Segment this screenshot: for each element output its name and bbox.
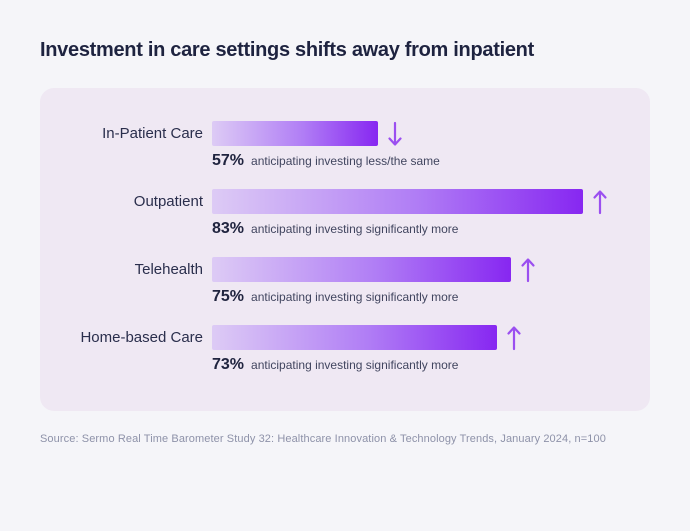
row-label: In-Patient Care bbox=[102, 125, 203, 142]
bar-row: In-Patient Care 57% anticipating investin… bbox=[40, 121, 650, 169]
bar-row: Telehealth 75% anticipating investing sig… bbox=[40, 257, 650, 305]
row-label: Home-based Care bbox=[80, 329, 203, 346]
chart-card: In-Patient Care 57% anticipating investin… bbox=[40, 88, 650, 411]
bar bbox=[212, 257, 511, 282]
bar-line bbox=[212, 189, 650, 214]
caption-text: anticipating investing less/the same bbox=[251, 154, 440, 168]
bar-zone: 83% anticipating investing significantly … bbox=[212, 189, 650, 237]
percent-value: 75% bbox=[212, 288, 245, 305]
bar-row: Home-based Care 73% anticipating investin… bbox=[40, 325, 650, 373]
trend-down-icon bbox=[388, 121, 402, 146]
percent-value: 73% bbox=[212, 356, 245, 373]
source-note: Source: Sermo Real Time Barometer Study … bbox=[40, 433, 606, 445]
trend-up-icon bbox=[507, 325, 521, 350]
bar-line bbox=[212, 257, 650, 282]
percent-value: 83% bbox=[212, 220, 245, 237]
trend-up-icon bbox=[593, 189, 607, 214]
caption-text: anticipating investing significantly mor… bbox=[251, 222, 459, 236]
bar-zone: 75% anticipating investing significantly … bbox=[212, 257, 650, 305]
row-label: Telehealth bbox=[134, 261, 203, 278]
bar-line bbox=[212, 325, 650, 350]
bar-caption: 57% anticipating investing less/the same bbox=[212, 153, 650, 169]
caption-text: anticipating investing significantly mor… bbox=[251, 358, 459, 372]
percent-value: 57% bbox=[212, 152, 245, 169]
bar-line bbox=[212, 121, 650, 146]
row-label: Outpatient bbox=[133, 193, 203, 210]
bar-zone: 57% anticipating investing less/the same bbox=[212, 121, 650, 169]
caption-text: anticipating investing significantly mor… bbox=[251, 290, 459, 304]
bar bbox=[212, 121, 378, 146]
page-title: Investment in care settings shifts away … bbox=[40, 39, 534, 61]
bar-caption: 75% anticipating investing significantly … bbox=[212, 289, 650, 305]
bar-row: Outpatient 83% anticipating investing sig… bbox=[40, 189, 650, 237]
infographic-page: Investment in care settings shifts away … bbox=[0, 38, 690, 445]
bar bbox=[212, 189, 583, 214]
bar-caption: 73% anticipating investing significantly … bbox=[212, 357, 650, 373]
trend-up-icon bbox=[521, 257, 535, 282]
bar bbox=[212, 325, 497, 350]
bar-zone: 73% anticipating investing significantly … bbox=[212, 325, 650, 373]
bar-caption: 83% anticipating investing significantly … bbox=[212, 221, 650, 237]
